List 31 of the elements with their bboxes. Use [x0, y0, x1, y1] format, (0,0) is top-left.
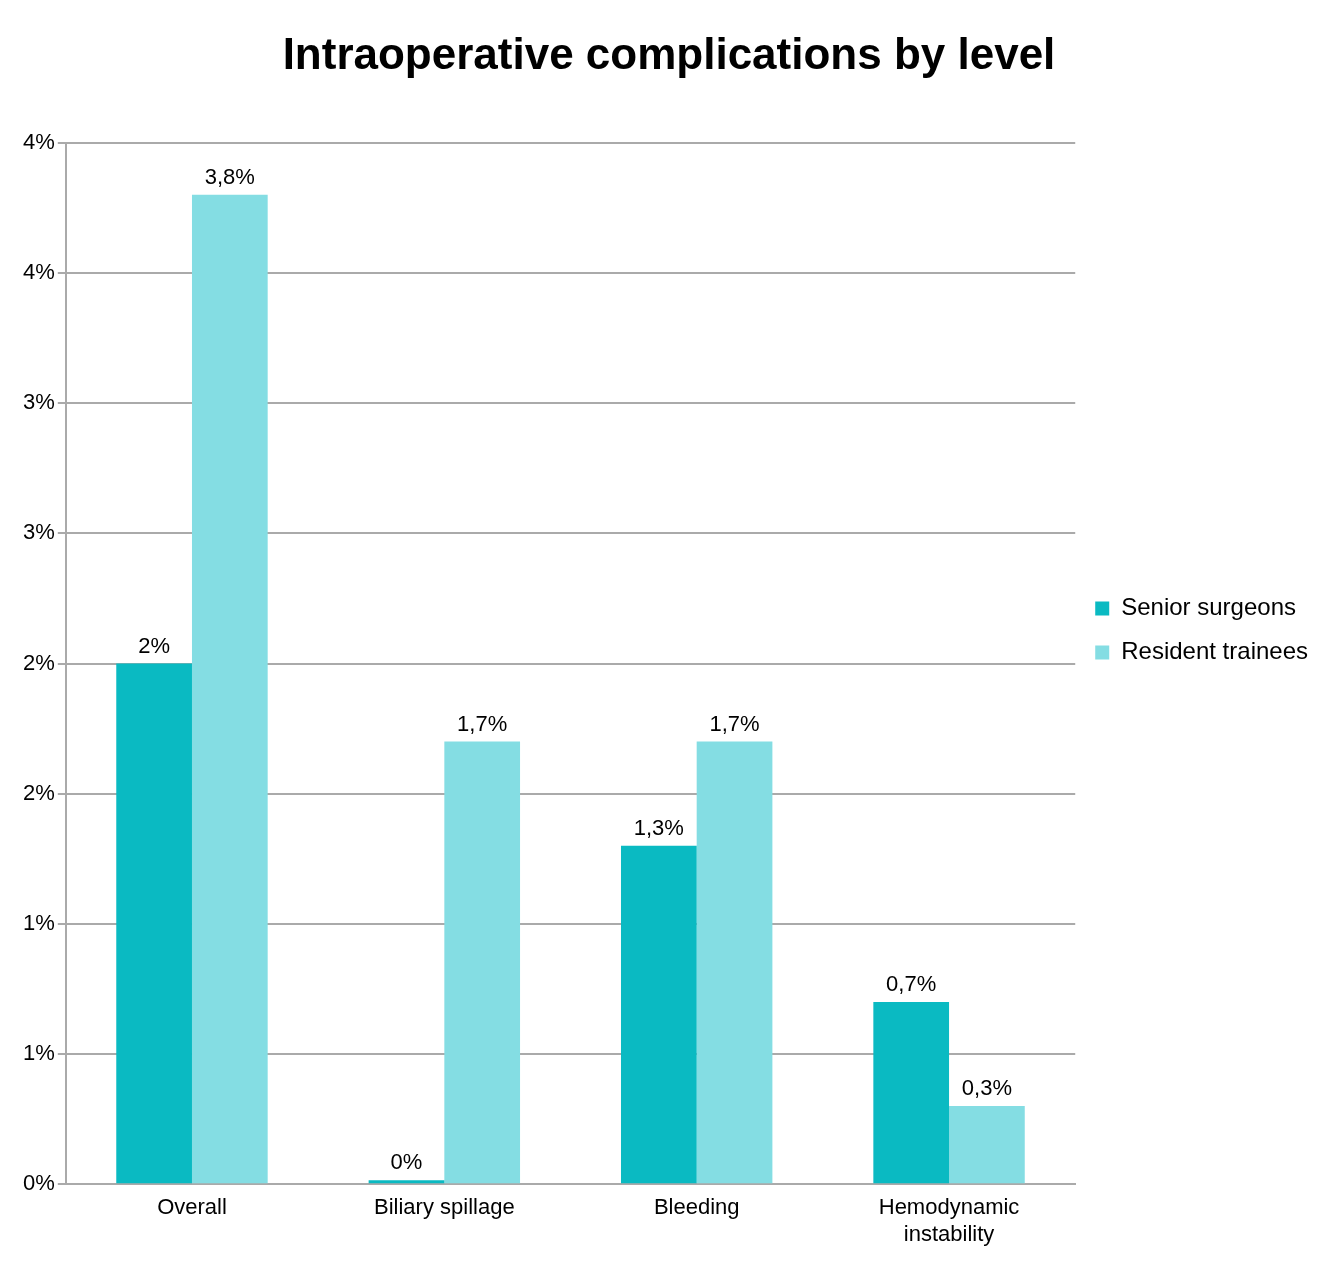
chart-title: Intraoperative complications by level [282, 28, 1056, 78]
y-tick-label: 1% [23, 1040, 55, 1066]
y-tick-label: 4% [23, 128, 55, 154]
y-tick-label: 1% [23, 909, 55, 935]
data-label: 1,7% [709, 710, 760, 736]
data-label: 0,3% [961, 1075, 1012, 1101]
y-tick-label: 3% [23, 389, 55, 415]
legend-label: Senior surgeons [1121, 593, 1297, 621]
bar [444, 741, 521, 1184]
bar [191, 194, 268, 1184]
bar [620, 845, 697, 1184]
x-tick-label: Overall [157, 1194, 227, 1220]
y-tick-label: 3% [23, 519, 55, 545]
data-label: 0,7% [886, 971, 937, 997]
data-label: 2% [138, 632, 171, 658]
legend-label: Resident trainees [1121, 637, 1309, 665]
y-tick-label: 2% [23, 779, 55, 805]
y-tick-label: 4% [23, 259, 55, 285]
bar [873, 1001, 950, 1184]
data-label: 1,3% [633, 814, 684, 840]
data-label: 3,8% [204, 163, 255, 189]
x-tick-label: Biliary spillage [374, 1194, 515, 1220]
data-label: 0% [390, 1149, 423, 1175]
bar [949, 1106, 1025, 1184]
y-tick-label: 0% [23, 1170, 55, 1196]
bar [116, 663, 192, 1184]
y-tick-label: 2% [23, 649, 55, 675]
x-tick-label: Hemodynamic instability [878, 1194, 1020, 1246]
bar [696, 741, 773, 1184]
x-tick-label: Bleeding [653, 1194, 740, 1220]
data-label: 1,7% [457, 710, 508, 736]
